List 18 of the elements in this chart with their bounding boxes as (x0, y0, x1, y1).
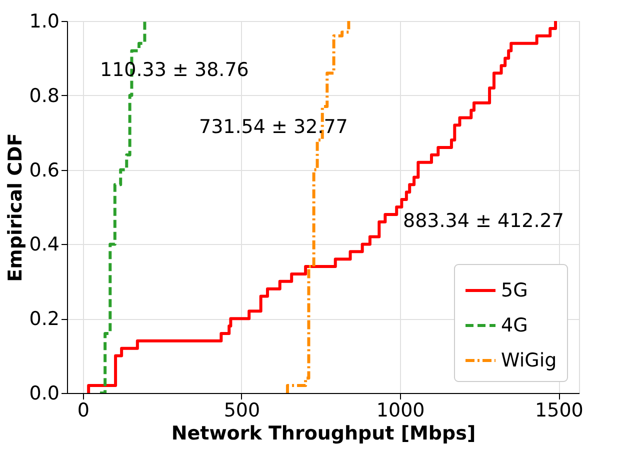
y-tick-label: 0.8 (29, 84, 60, 107)
x-tick-label: 1500 (535, 400, 584, 422)
y-tick-label: 0.0 (29, 382, 60, 404)
y-tick-label: 0.4 (29, 234, 60, 256)
x-tick-label: 0 (77, 400, 90, 422)
x-axis-title: Network Throughput [Mbps] (171, 422, 476, 444)
annotation: 883.34 ± 412.27 (403, 210, 564, 232)
annotation: 731.54 ± 32.77 (199, 116, 348, 138)
annotation: 110.33 ± 38.76 (100, 59, 249, 81)
legend-label: 4G (501, 314, 528, 336)
y-axis-title: Empirical CDF (4, 133, 26, 282)
y-tick-label: 1.0 (29, 10, 60, 32)
legend-label: 5G (501, 280, 528, 302)
y-tick-label: 0.6 (29, 159, 60, 182)
x-tick-label: 500 (224, 400, 260, 422)
x-tick-label: 1000 (376, 400, 425, 422)
legend-label: WiGig (501, 350, 557, 372)
y-tick-label: 0.2 (29, 308, 60, 330)
